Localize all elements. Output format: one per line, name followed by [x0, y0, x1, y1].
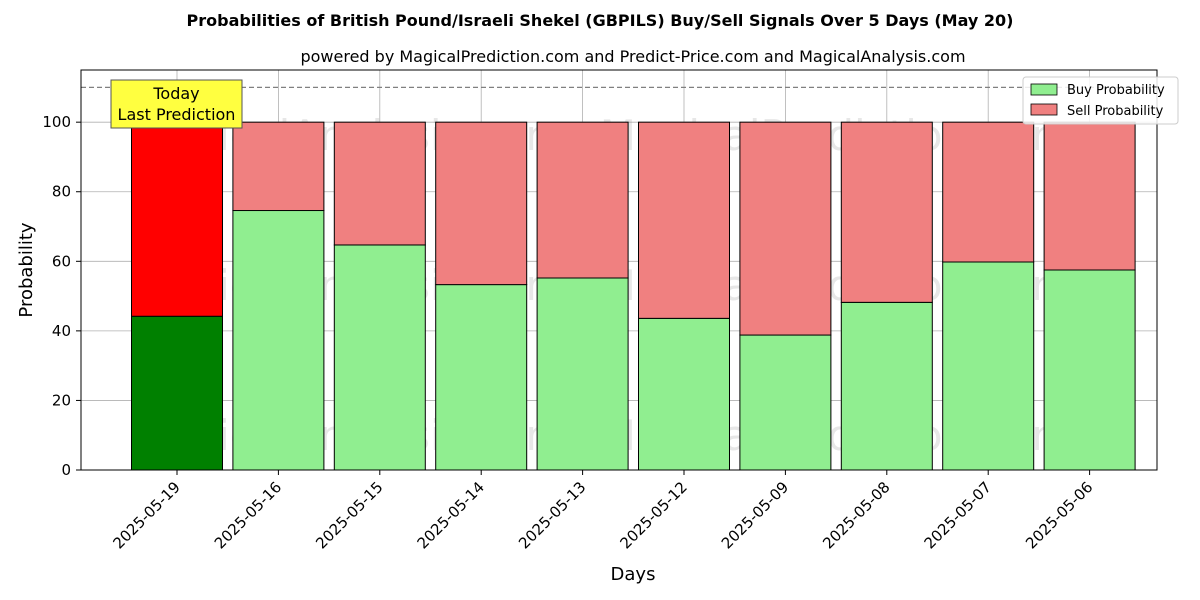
bar-sell [638, 121, 730, 319]
x-tick-label: 2025-05-08 [819, 478, 893, 552]
x-tick-label: 2025-05-07 [921, 478, 995, 552]
bar-sell [739, 121, 832, 336]
y-tick-label: 80 [52, 183, 71, 201]
bar-buy [333, 244, 426, 471]
bar-sell [232, 121, 325, 212]
y-tick-label: 20 [52, 391, 71, 409]
bar-buy [232, 210, 325, 471]
annotation-line-2: Last Prediction [118, 105, 236, 124]
x-tick-label: 2025-05-14 [414, 478, 488, 552]
x-tick-label: 2025-05-15 [312, 478, 386, 552]
x-tick-label: 2025-05-06 [1022, 478, 1096, 552]
bar-sell [1043, 121, 1136, 271]
bar-sell [840, 121, 933, 303]
bars [131, 121, 1136, 471]
annotation-line-1: Today [152, 84, 199, 103]
y-tick-label: 40 [52, 322, 71, 340]
y-tick-label: 100 [42, 113, 71, 131]
chart-title: Probabilities of British Pound/Israeli S… [187, 11, 1014, 30]
x-tick-label: 2025-05-12 [616, 478, 690, 552]
x-axis-label: Days [611, 564, 656, 585]
legend-swatch-sell [1030, 103, 1058, 116]
y-tick-label: 60 [52, 252, 71, 270]
bar-buy [739, 334, 832, 471]
legend: Buy Probability Sell Probability [1022, 76, 1179, 125]
bar-sell [536, 121, 629, 279]
bar-buy [1043, 269, 1136, 471]
bar-buy [536, 277, 629, 471]
bar-sell [435, 121, 528, 286]
legend-swatch-buy [1030, 83, 1058, 96]
bar-buy [840, 301, 933, 471]
legend-label-sell: Sell Probability [1067, 104, 1164, 119]
y-tick-label: 0 [61, 461, 71, 479]
y-axis-label: Probability [16, 222, 37, 317]
chart-subtitle: powered by MagicalPrediction.com and Pre… [300, 47, 965, 66]
legend-label-buy: Buy Probability [1067, 83, 1165, 98]
bar-sell [333, 121, 426, 246]
x-tick-label: 2025-05-13 [515, 478, 589, 552]
x-tick-label: 2025-05-19 [109, 478, 183, 552]
bar-buy [435, 284, 528, 471]
bar-buy [131, 315, 223, 471]
annotation-box [110, 79, 243, 129]
legend-box [1022, 76, 1179, 125]
x-tick-label: 2025-05-09 [718, 478, 792, 552]
x-tick-label: 2025-05-16 [211, 478, 285, 552]
bar-sell [131, 121, 223, 317]
bar-sell [942, 121, 1035, 263]
plot-frame [80, 69, 1158, 471]
today-annotation: Today Last Prediction [110, 79, 243, 129]
bar-buy [942, 261, 1035, 471]
bar-buy [638, 317, 730, 471]
